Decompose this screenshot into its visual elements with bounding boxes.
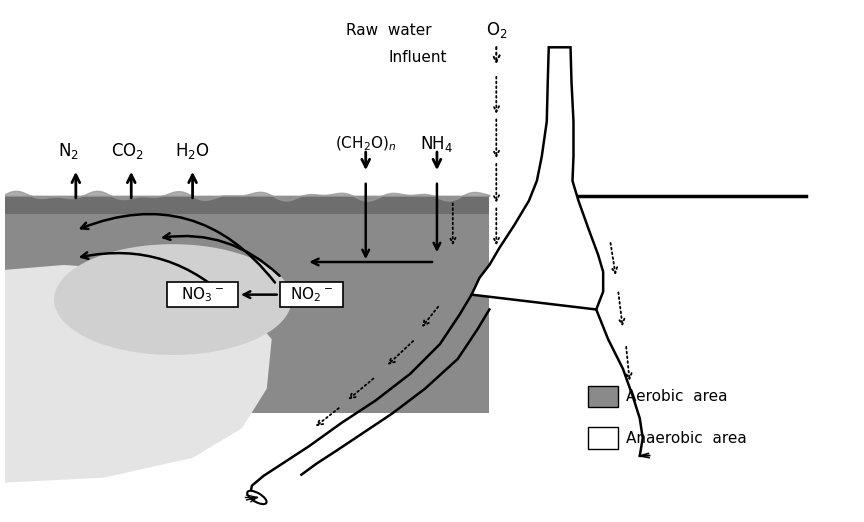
Text: NO$_3$$^-$: NO$_3$$^-$ [181, 286, 224, 304]
Text: Anaerobic  area: Anaerobic area [626, 431, 746, 446]
Text: Aerobic  area: Aerobic area [626, 389, 727, 404]
Polygon shape [54, 244, 291, 355]
Polygon shape [4, 265, 271, 483]
Bar [167, 282, 238, 307]
Bar [280, 282, 343, 307]
Text: Influent: Influent [389, 50, 448, 65]
Text: H$_2$O: H$_2$O [175, 141, 210, 161]
Text: NH$_4$: NH$_4$ [421, 134, 454, 155]
Text: N$_2$: N$_2$ [59, 141, 79, 161]
Text: (CH$_2$O)$_n$: (CH$_2$O)$_n$ [335, 135, 397, 153]
Bar [588, 386, 618, 408]
Text: Raw  water: Raw water [346, 23, 431, 38]
Polygon shape [4, 196, 489, 413]
Text: O$_2$: O$_2$ [486, 20, 507, 41]
Text: CO$_2$: CO$_2$ [111, 141, 143, 161]
Polygon shape [472, 48, 603, 310]
Text: NO$_2$$^-$: NO$_2$$^-$ [290, 286, 333, 304]
Bar [588, 427, 618, 449]
Bar [4, 196, 489, 213]
Ellipse shape [247, 491, 267, 504]
